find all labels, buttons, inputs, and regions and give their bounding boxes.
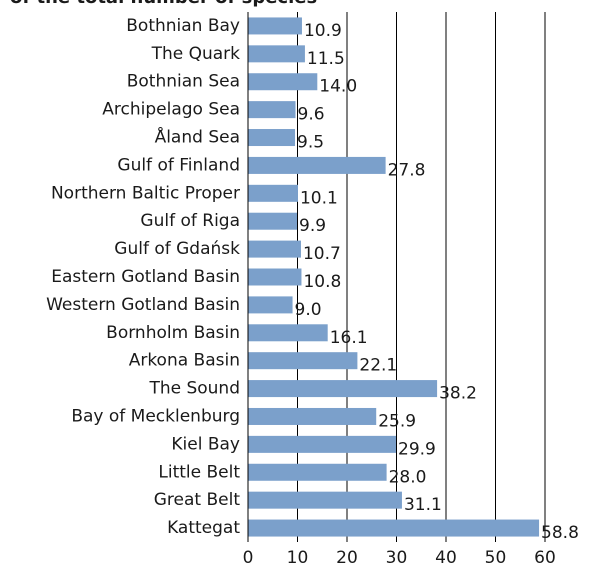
- value-label: 10.7: [303, 244, 341, 264]
- y-tick-label: Gulf of Gdańsk: [114, 239, 240, 259]
- value-label: 9.0: [295, 300, 322, 320]
- y-tick-label: Arkona Basin: [129, 351, 240, 371]
- bar: [248, 45, 305, 63]
- y-tick-label: Åland Sea: [155, 126, 240, 148]
- value-label: 58.8: [541, 523, 579, 543]
- x-tick-label: 50: [485, 548, 507, 568]
- value-label: 38.2: [439, 384, 477, 404]
- y-tick-label: Great Belt: [154, 490, 241, 510]
- bar: [248, 519, 540, 537]
- y-tick-label: Bothnian Bay: [126, 16, 240, 36]
- bar: [248, 296, 293, 314]
- y-tick-label: The Quark: [151, 44, 241, 64]
- bar: [248, 17, 302, 35]
- y-tick-label: Northern Baltic Proper: [51, 183, 240, 203]
- value-label: 14.0: [319, 77, 357, 97]
- bar: [248, 352, 358, 370]
- value-label: 27.8: [388, 160, 426, 180]
- bar: [248, 324, 328, 342]
- value-label: 9.5: [297, 133, 324, 153]
- y-tick-label: Eastern Gotland Basin: [51, 267, 240, 287]
- value-label: 16.1: [330, 328, 368, 348]
- value-label: 9.6: [298, 105, 325, 125]
- y-tick-label: Bothnian Sea: [127, 72, 240, 92]
- value-label: 22.1: [359, 356, 397, 376]
- x-tick-label: 20: [336, 548, 358, 568]
- x-tick-label: 40: [435, 548, 457, 568]
- value-label: 31.1: [404, 495, 442, 515]
- y-tick-label: Gulf of Finland: [117, 155, 240, 175]
- y-tick-label: Western Gotland Basin: [46, 295, 240, 315]
- y-tick-label: Little Belt: [158, 462, 240, 482]
- bar: [248, 156, 386, 174]
- value-label: 28.0: [389, 467, 427, 487]
- bar: [248, 73, 318, 91]
- y-tick-label: Kattegat: [167, 518, 240, 538]
- value-label: 11.5: [307, 49, 345, 69]
- y-tick-label: Kiel Bay: [171, 434, 240, 454]
- bar: [248, 240, 301, 258]
- value-label: 29.9: [398, 439, 436, 459]
- value-label: 10.1: [300, 188, 338, 208]
- value-label: 9.9: [299, 216, 326, 236]
- x-tick-label: 30: [386, 548, 408, 568]
- value-label: 10.8: [303, 272, 341, 292]
- bar: [248, 463, 387, 481]
- x-tick-label: 60: [534, 548, 556, 568]
- value-label: 10.9: [304, 21, 342, 41]
- bar: [248, 268, 302, 286]
- bar: [248, 380, 438, 398]
- bar: [248, 212, 298, 230]
- y-tick-label: Bornholm Basin: [106, 323, 240, 343]
- bar: [248, 129, 296, 147]
- bar: [248, 491, 402, 509]
- x-tick-label: 0: [243, 548, 254, 568]
- x-tick-label: 10: [287, 548, 309, 568]
- y-tick-label: Bay of Mecklenburg: [71, 406, 240, 426]
- bar: [248, 101, 296, 119]
- y-tick-label: Archipelago Sea: [102, 100, 240, 120]
- chart-title: of the total number of species: [10, 0, 317, 8]
- bar: [248, 184, 298, 202]
- bar: [248, 407, 377, 425]
- value-label: 25.9: [378, 411, 416, 431]
- bar: [248, 435, 397, 453]
- y-tick-label: The Sound: [148, 379, 240, 399]
- y-tick-label: Gulf of Riga: [140, 211, 240, 231]
